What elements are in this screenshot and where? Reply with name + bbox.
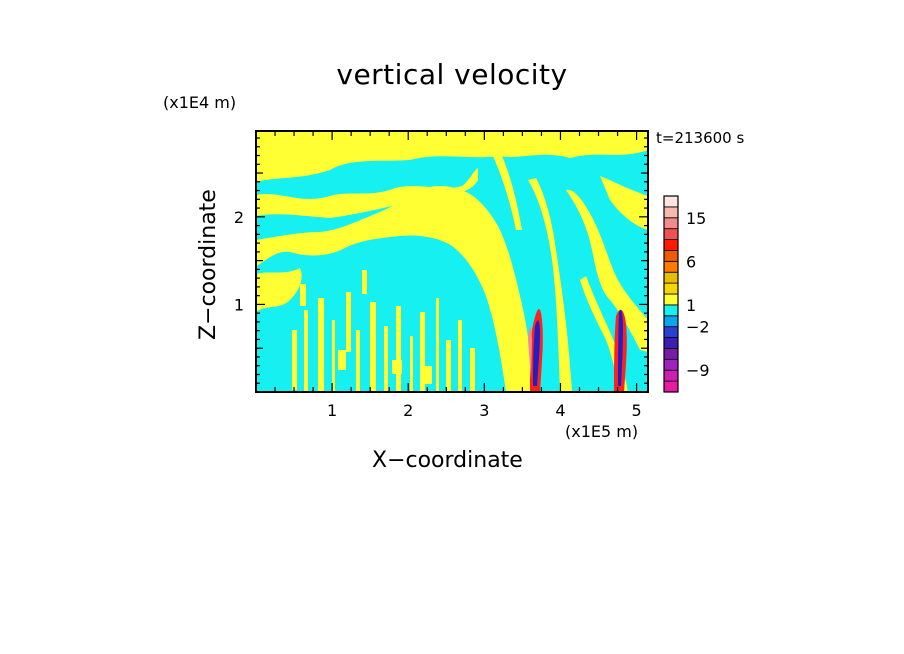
field-scatter	[292, 270, 475, 392]
colorbar-swatch	[663, 250, 679, 262]
colorbar-swatch	[663, 358, 679, 371]
x-tick-label: 3	[479, 401, 489, 420]
colorbar-swatch	[663, 380, 679, 393]
chart-title: vertical velocity	[336, 58, 568, 91]
x-tick-label: 4	[555, 401, 565, 420]
field-core-right	[614, 309, 627, 392]
x-axis-label: X−coordinate	[372, 448, 523, 473]
colorbar-swatch	[663, 217, 679, 230]
field-band-upper	[256, 131, 648, 182]
field-band-arch	[256, 186, 534, 392]
colorbar-label: 6	[686, 252, 696, 271]
field-streak-3	[600, 176, 648, 230]
field-streak-1	[528, 178, 572, 392]
plot-frame	[255, 130, 649, 393]
x-tick-label: 5	[631, 401, 641, 420]
colorbar-swatch	[663, 337, 679, 349]
colorbar-swatch	[663, 260, 679, 273]
colorbar-swatch	[663, 195, 679, 208]
field-band-upper-2	[256, 168, 478, 218]
x-tick-label: 2	[403, 401, 413, 420]
colorbar-swatch	[663, 348, 679, 360]
colorbar-swatch	[663, 293, 679, 306]
colorbar-swatch	[663, 315, 679, 328]
field-streak-4	[490, 148, 522, 230]
y-axis-unit: (x1E4 m)	[163, 93, 237, 112]
time-label: t=213600 s	[656, 129, 745, 147]
colorbar-swatch	[663, 369, 679, 382]
field-core-left	[528, 309, 543, 392]
colorbar-swatch	[663, 239, 679, 251]
colorbar-label: −9	[686, 361, 710, 380]
x-tick-label: 1	[327, 401, 337, 420]
colorbar-swatch	[663, 282, 679, 295]
colorbar-frame	[663, 195, 679, 393]
colorbar-label: 15	[686, 209, 706, 228]
y-tick-label: 2	[234, 208, 244, 227]
y-tick-label: 1	[234, 295, 244, 314]
colorbar-label: −2	[686, 318, 710, 337]
colorbar-swatch	[663, 304, 679, 317]
colorbar-label: 1	[686, 296, 696, 315]
field-streak-2	[566, 189, 648, 352]
contour-field	[256, 131, 648, 392]
x-axis-unit: (x1E5 m)	[565, 422, 639, 441]
colorbar-swatch	[663, 228, 679, 240]
colorbar-swatch	[663, 206, 679, 219]
field-band-left	[256, 268, 302, 312]
colorbar-swatch	[663, 271, 679, 284]
colorbar-swatch	[663, 326, 679, 338]
